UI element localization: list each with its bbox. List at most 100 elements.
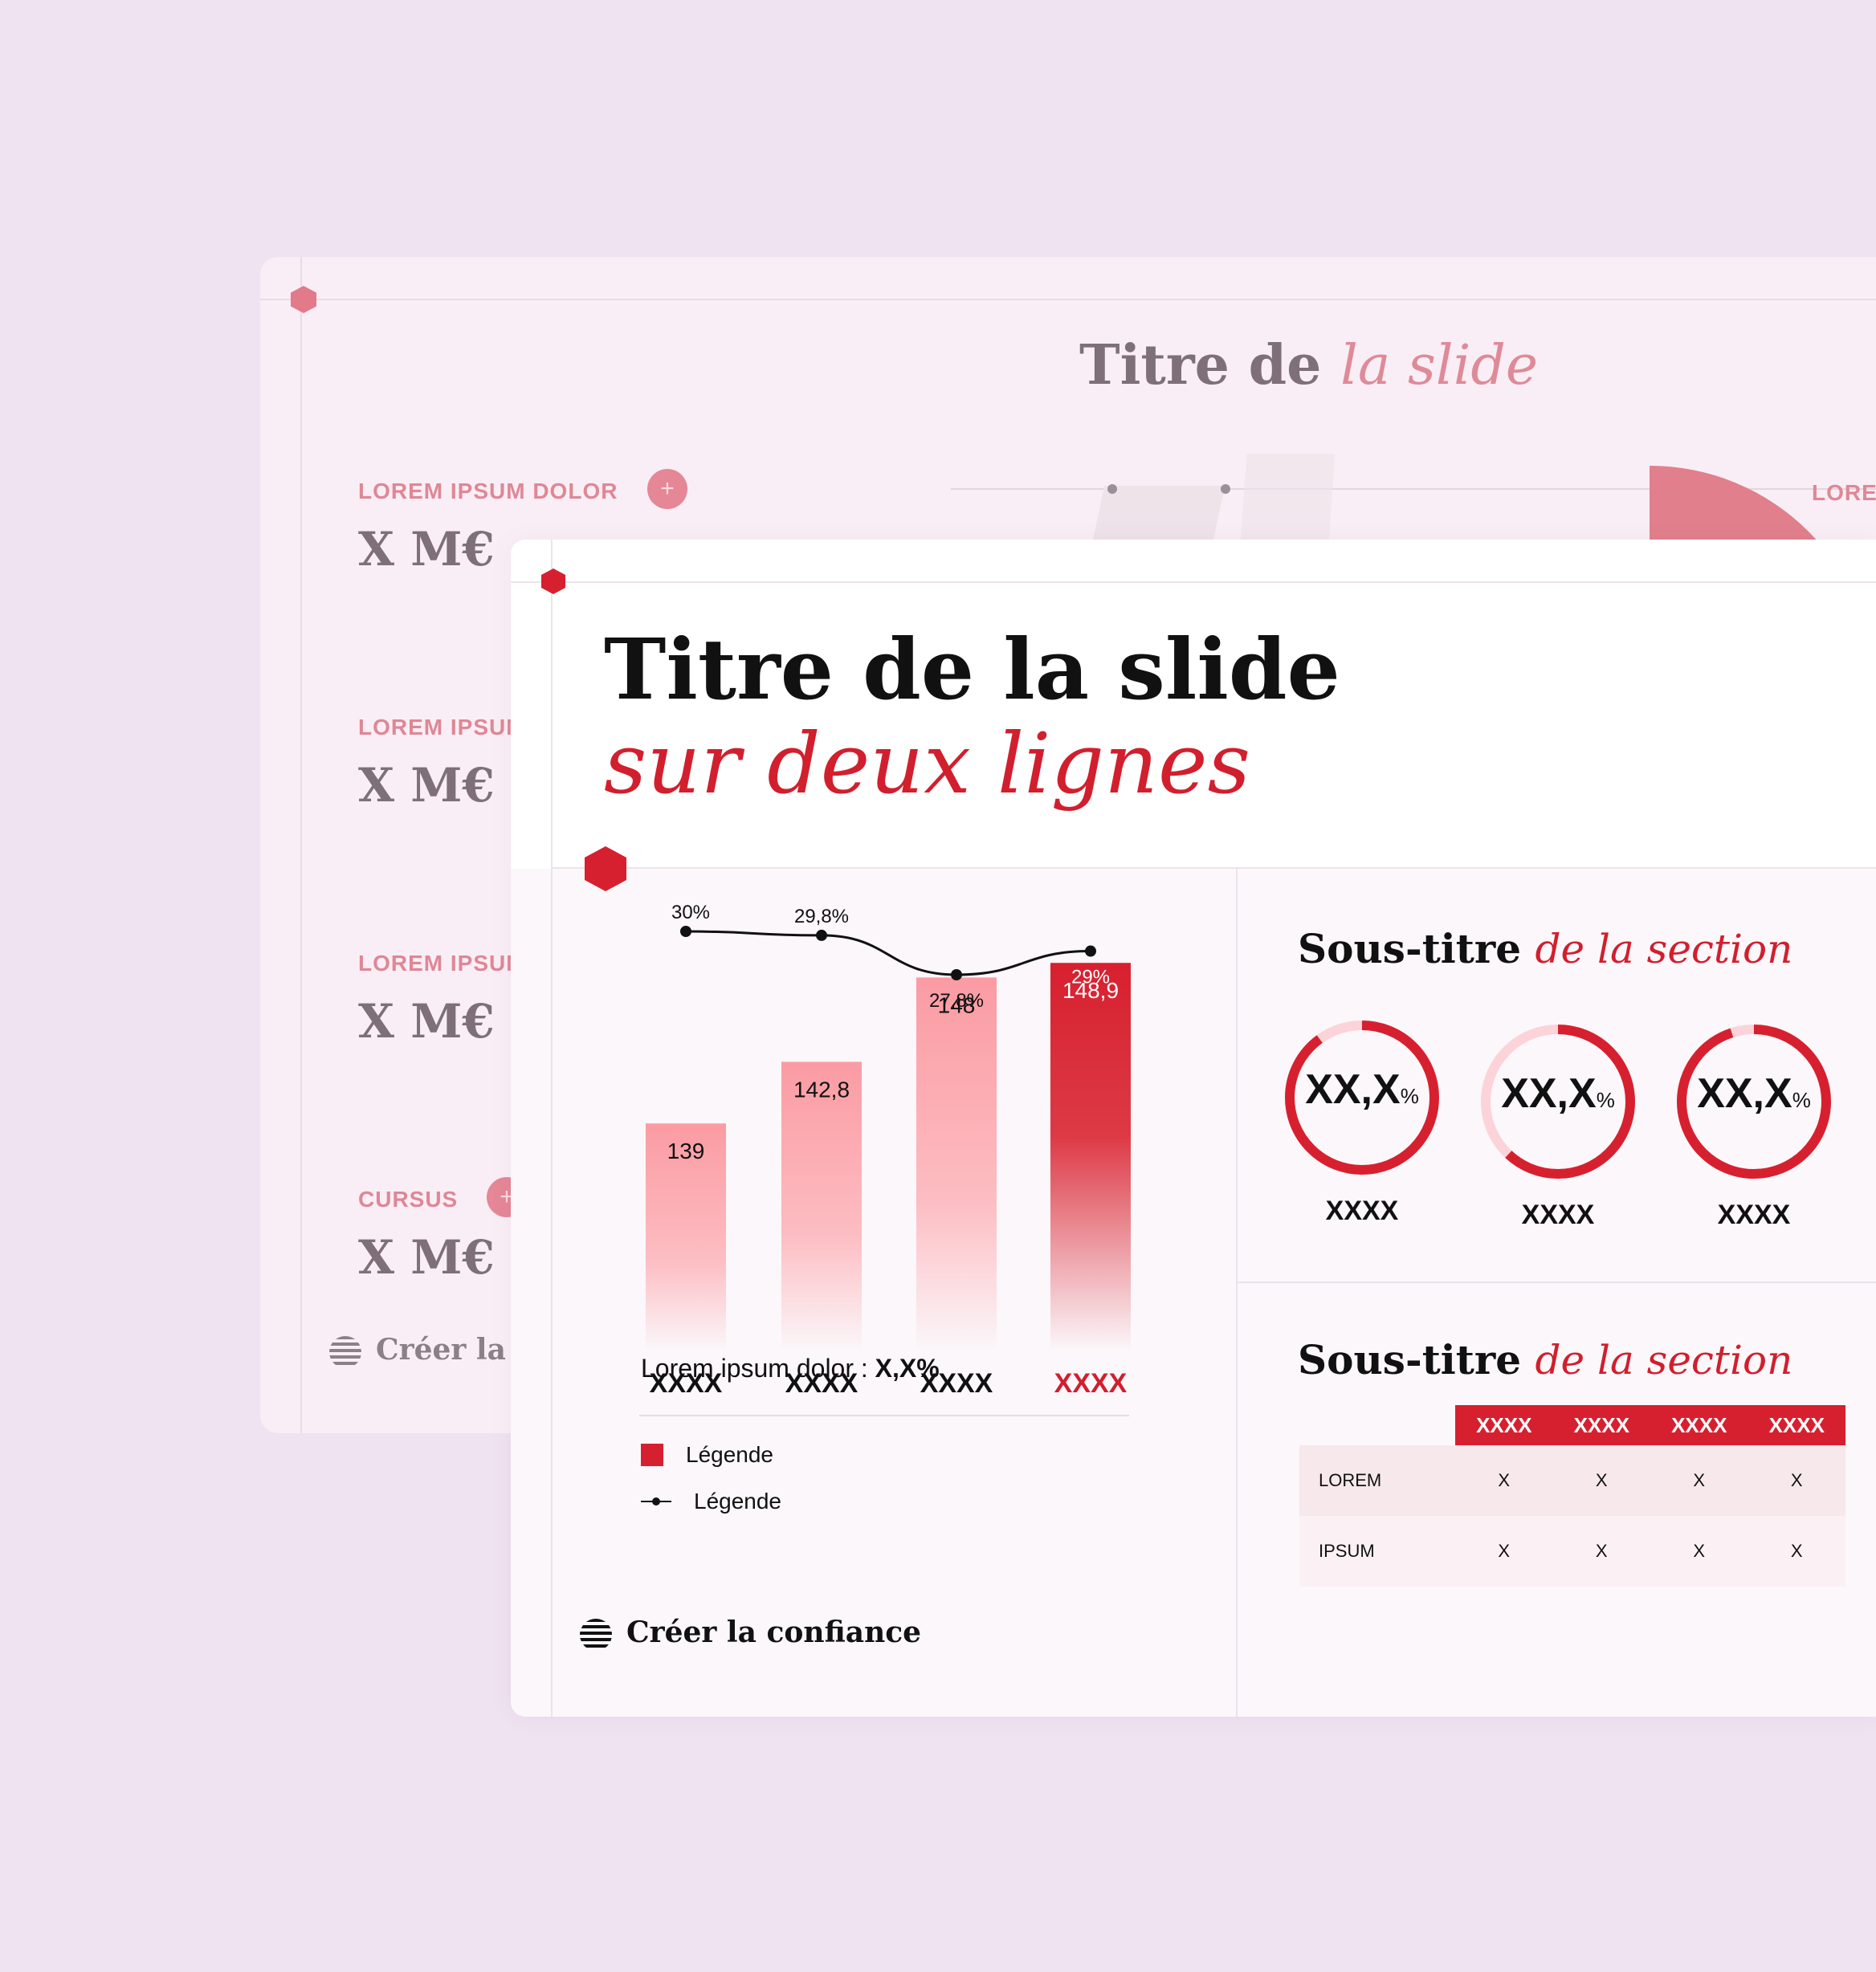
front-slide[interactable]: Titre de la slide sur deux lignes 139 142…	[511, 540, 1876, 1717]
table-header: XXXX	[1650, 1405, 1748, 1445]
gauge-value: XX,X%	[1674, 1070, 1834, 1118]
back-top-rule	[260, 299, 1876, 300]
table-cell: X	[1552, 1516, 1650, 1587]
chart-note: Lorem ipsum dolor : X,X%	[641, 1354, 940, 1383]
line-point	[1085, 945, 1096, 957]
line-value-label: 27,8%	[929, 990, 984, 1012]
chart-svg: 139 142,8 148 148,9 30% 29,8% 27,8% 29% XXXX XX…	[646, 902, 1131, 1399]
gauge: XX,X% XXXX	[1674, 1021, 1834, 1231]
gauge: XX,X% XXXX	[1478, 1021, 1638, 1231]
logo-icon	[329, 1336, 361, 1368]
table-row-label: LOREM	[1299, 1445, 1455, 1516]
table-row: IPSUM X X X X	[1299, 1516, 1845, 1587]
back-row-value: X M€	[358, 522, 495, 577]
table-row: LOREM X X X X	[1299, 1445, 1845, 1516]
front-top-rule	[511, 581, 1876, 583]
line-point	[680, 926, 691, 937]
line-point	[951, 969, 962, 980]
legend-item-bar: Légende	[641, 1442, 773, 1468]
legend-line-marker	[641, 1497, 671, 1505]
table-cell: X	[1455, 1516, 1553, 1587]
bar-value-label: 148,9	[1062, 978, 1119, 1003]
chart-divider	[639, 1415, 1129, 1416]
line-value-label: 29,8%	[794, 906, 849, 927]
back-footer-text: Créer la c	[376, 1333, 534, 1367]
table-cell: X	[1748, 1516, 1845, 1587]
back-timeline	[951, 488, 1876, 490]
chart-bar	[916, 977, 997, 1351]
gauge-ring	[1481, 1025, 1635, 1179]
bar-value-label: 139	[667, 1139, 705, 1163]
gauge: XX,X% XXXX	[1282, 1017, 1442, 1227]
back-row-value: X M€	[358, 994, 495, 1049]
table-cell: X	[1748, 1445, 1845, 1516]
chart-note-text: Lorem ipsum dolor :	[641, 1354, 875, 1383]
hexagon-icon	[291, 286, 316, 313]
line-series	[685, 930, 1091, 976]
gauge-number: XX,X	[1697, 1070, 1792, 1117]
gauge-unit: %	[1792, 1088, 1811, 1112]
table-cell: X	[1455, 1445, 1553, 1516]
front-header-rule	[553, 867, 1876, 869]
table-header: XXXX	[1748, 1405, 1845, 1445]
gauge-fill	[1677, 1025, 1831, 1179]
front-column-divider	[1236, 869, 1238, 1717]
section-title-plain: Sous-titre	[1298, 1336, 1535, 1383]
back-footer: Créer la c	[329, 1333, 533, 1368]
table-row-label: IPSUM	[1299, 1516, 1455, 1587]
front-left-rule	[551, 540, 553, 1717]
front-section-divider	[1238, 1281, 1876, 1283]
back-title-accent: la slide	[1340, 334, 1539, 397]
table-cell: X	[1552, 1445, 1650, 1516]
category-label: XXXX	[1054, 1368, 1128, 1399]
back-row-label: LOREM IPSUM	[358, 715, 526, 740]
gauge-label: XXXX	[1325, 1196, 1399, 1226]
table-cell: X	[1650, 1445, 1748, 1516]
front-footer: Créer la confiance	[580, 1615, 921, 1651]
back-right-label: LOREM	[1812, 480, 1876, 505]
gauge-fill	[1285, 1021, 1439, 1175]
gauge-label: XXXX	[1521, 1200, 1595, 1230]
combo-chart: 139 142,8 148 148,9 30% 29,8% 27,8% 29% XXXX XX…	[511, 869, 1236, 1431]
gauge-number: XX,X	[1305, 1066, 1401, 1113]
table-corner	[1299, 1405, 1455, 1445]
back-slide-title: Titre de la slide	[1079, 333, 1538, 397]
data-table: XXXX XXXX XXXX XXXX LOREM X X X X IPSUM …	[1299, 1405, 1845, 1587]
slide-title-accent: sur deux lignes	[604, 715, 1250, 813]
table-header-row: XXXX XXXX XXXX XXXX	[1299, 1405, 1845, 1445]
back-row-value: X M€	[358, 1230, 495, 1285]
chart-note-value: X,X%	[875, 1354, 940, 1383]
gauge-fill	[1481, 1025, 1635, 1179]
gauge-ring	[1285, 1021, 1439, 1175]
gauge-number: XX,X	[1501, 1070, 1597, 1117]
gauge-value: XX,X%	[1282, 1065, 1442, 1114]
category-label: XXXX	[650, 1368, 723, 1399]
gauge-unit: %	[1596, 1088, 1615, 1112]
chart-bar	[1050, 963, 1131, 1351]
timeline-dot	[1221, 484, 1230, 494]
section-title-accent: de la section	[1535, 926, 1793, 972]
front-header	[511, 540, 1876, 869]
section-title-gauges: Sous-titre de la section	[1298, 925, 1792, 972]
line-value-label: 30%	[671, 902, 710, 923]
logo-icon	[580, 1619, 612, 1651]
back-title-plain: Titre de	[1079, 333, 1341, 397]
back-row-label: LOREM IPSUM	[358, 951, 526, 976]
category-label: XXXX	[920, 1368, 993, 1399]
timeline-dot	[1107, 484, 1117, 494]
legend-swatch	[641, 1444, 663, 1466]
gauge-value: XX,X%	[1478, 1070, 1638, 1118]
gauge-ring	[1677, 1025, 1831, 1179]
category-label: XXXX	[785, 1368, 858, 1399]
gauge-unit: %	[1400, 1084, 1419, 1108]
legend-label: Légende	[694, 1489, 782, 1514]
legend-item-line: Légende	[641, 1489, 781, 1514]
plus-button[interactable]: +	[647, 469, 687, 509]
table-header: XXXX	[1455, 1405, 1553, 1445]
slide-title: Titre de la slide	[604, 620, 1340, 719]
back-left-rule	[300, 257, 302, 1433]
back-row-label: CURSUS	[358, 1187, 459, 1212]
bar-value-label: 142,8	[793, 1077, 850, 1102]
section-title-table: Sous-titre de la section	[1298, 1336, 1792, 1383]
back-row-label: LOREM IPSUM DOLOR	[358, 479, 618, 503]
